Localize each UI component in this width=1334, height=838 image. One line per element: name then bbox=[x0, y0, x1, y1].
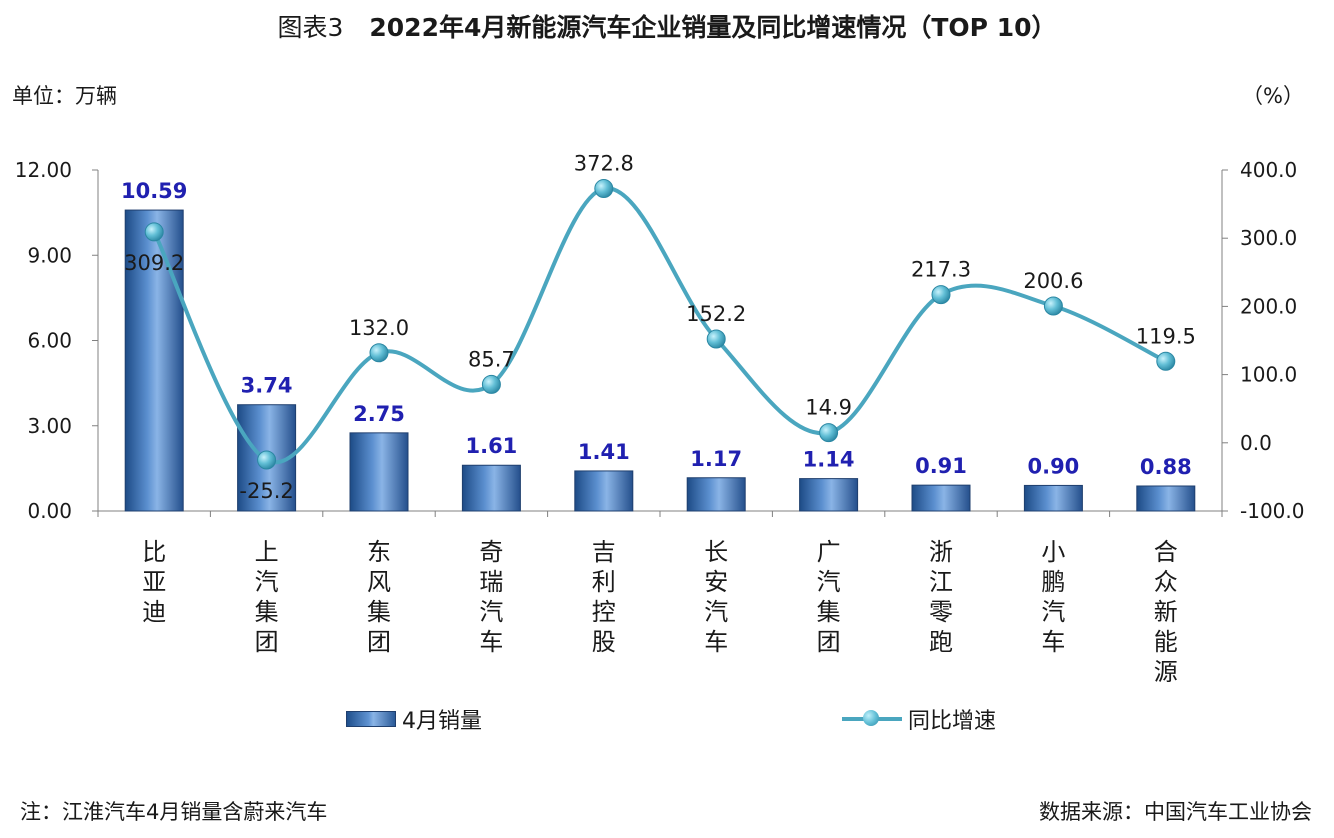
legend-line-swatch bbox=[842, 707, 902, 731]
sales-value-label: 1.17 bbox=[690, 447, 742, 471]
sales-value-label: 10.59 bbox=[121, 179, 187, 203]
right-tick-label: 300.0 bbox=[1240, 226, 1297, 250]
growth-marker bbox=[257, 450, 277, 470]
left-tick-label: 6.00 bbox=[27, 329, 72, 353]
data-source: 数据来源：中国汽车工业协会 bbox=[1039, 800, 1312, 824]
growth-marker bbox=[369, 343, 389, 363]
sales-value-label: 0.88 bbox=[1140, 455, 1192, 479]
sales-bar bbox=[799, 478, 859, 512]
left-tick-label: 12.00 bbox=[15, 158, 72, 182]
sales-bar bbox=[1136, 485, 1196, 512]
left-axis-unit: 单位：万辆 bbox=[12, 84, 117, 108]
growth-value-label: 85.7 bbox=[468, 347, 515, 371]
sales-value-label: 3.74 bbox=[241, 374, 293, 398]
sales-value-label: 1.14 bbox=[803, 448, 855, 472]
category-label: 吉利控股 bbox=[592, 538, 616, 656]
growth-value-label: 372.8 bbox=[574, 152, 634, 176]
growth-value-label: 217.3 bbox=[911, 258, 971, 282]
chart-title: 图表3 2022年4月新能源汽车企业销量及同比增速情况（TOP 10） bbox=[0, 8, 1334, 44]
legend-item-growth: 同比增速 bbox=[842, 703, 996, 735]
sales-value-label: 0.91 bbox=[915, 454, 967, 478]
growth-marker bbox=[819, 423, 839, 443]
legend-line-label: 同比增速 bbox=[908, 709, 997, 734]
growth-marker bbox=[594, 179, 614, 199]
sales-value-label: 1.61 bbox=[465, 434, 517, 458]
left-tick-label: 3.00 bbox=[27, 414, 72, 438]
sales-bar bbox=[349, 432, 409, 512]
left-tick-label: 9.00 bbox=[27, 243, 72, 267]
growth-marker bbox=[706, 329, 726, 349]
footnote: 注：江淮汽车4月销量含蔚来汽车 bbox=[20, 800, 328, 824]
growth-value-label: 132.0 bbox=[349, 316, 409, 340]
legend-bar-label: 4月销量 bbox=[402, 709, 482, 734]
category-label: 长安汽车 bbox=[704, 538, 728, 656]
left-tick-label: 0.00 bbox=[27, 499, 72, 523]
right-tick-label: 400.0 bbox=[1240, 158, 1297, 182]
sales-bar bbox=[686, 477, 746, 512]
sales-bar bbox=[574, 470, 634, 512]
right-tick-label: 0.0 bbox=[1240, 431, 1272, 455]
sales-bar bbox=[461, 464, 521, 512]
category-label: 比亚迪 bbox=[142, 538, 166, 626]
legend-bar-swatch bbox=[346, 711, 396, 727]
category-label: 奇瑞汽车 bbox=[479, 538, 503, 656]
growth-marker bbox=[1156, 351, 1176, 371]
growth-value-label: 309.2 bbox=[124, 251, 184, 275]
growth-value-label: 119.5 bbox=[1136, 324, 1196, 348]
growth-value-label: 152.2 bbox=[686, 302, 746, 326]
growth-value-label: -25.2 bbox=[239, 479, 293, 503]
category-label: 合众新能源 bbox=[1154, 538, 1178, 686]
sales-bar bbox=[1023, 484, 1083, 512]
sales-bar bbox=[124, 209, 184, 512]
category-label: 上汽集团 bbox=[255, 538, 279, 656]
right-tick-label: 200.0 bbox=[1240, 294, 1297, 318]
growth-marker bbox=[931, 285, 951, 305]
growth-value-label: 200.6 bbox=[1023, 269, 1083, 293]
figure-number: 图表3 bbox=[277, 13, 344, 42]
legend-item-sales: 4月销量 bbox=[346, 703, 482, 735]
growth-line bbox=[152, 186, 1167, 465]
category-label: 广汽集团 bbox=[817, 538, 841, 656]
right-tick-label: 100.0 bbox=[1240, 363, 1297, 387]
sales-bar bbox=[911, 484, 971, 512]
category-label: 浙江零跑 bbox=[929, 538, 953, 656]
right-axis-unit: （%） bbox=[1242, 84, 1304, 108]
sales-value-label: 2.75 bbox=[353, 402, 405, 426]
sales-value-label: 0.90 bbox=[1027, 454, 1079, 478]
growth-value-label: 14.9 bbox=[805, 396, 852, 420]
growth-marker bbox=[144, 222, 164, 242]
sales-value-label: 1.41 bbox=[578, 440, 630, 464]
growth-marker bbox=[481, 374, 501, 394]
growth-marker bbox=[1043, 296, 1063, 316]
right-tick-label: -100.0 bbox=[1240, 499, 1304, 523]
figure-title: 2022年4月新能源汽车企业销量及同比增速情况（TOP 10） bbox=[369, 13, 1057, 42]
category-label: 东风集团 bbox=[367, 538, 391, 656]
category-label: 小鹏汽车 bbox=[1041, 538, 1065, 656]
